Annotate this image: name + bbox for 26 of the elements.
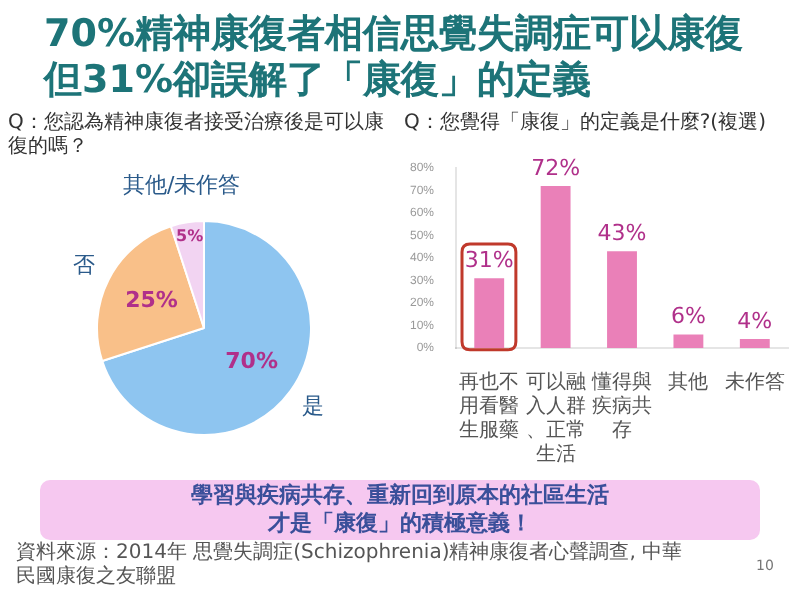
- x-tick-label: 未作答: [724, 369, 785, 394]
- data-label: 25%: [125, 287, 178, 313]
- data-label: 72%: [531, 154, 581, 181]
- x-tick-label: 懂得與疾病共存: [590, 369, 653, 442]
- chart-title: 70%精神康復者相信思覺失調症可以康復但31%卻誤解了「康復」的定義: [44, 12, 745, 104]
- data-label: 5%: [176, 227, 204, 246]
- chart-subtitle: Q：您覺得「康復」的定義是什麼?(複選): [404, 112, 768, 136]
- data-label: 43%: [597, 219, 647, 246]
- bar: [540, 186, 571, 348]
- bar: [474, 278, 505, 348]
- slice-label: 否: [72, 252, 95, 279]
- bar: [673, 334, 704, 348]
- text: 學習與疾病共存、重新回到原本的社區生活才是「康復」的積極意義！: [189, 482, 611, 538]
- data-label: 70%: [225, 348, 278, 375]
- data-label: 31%: [464, 246, 514, 273]
- x-tick-label: 其他: [668, 369, 709, 394]
- bar: [607, 251, 637, 348]
- x-tick-label: 再也不用看醫生服藥: [459, 369, 520, 442]
- slice-label: 是: [302, 393, 325, 420]
- data-label: 4%: [737, 307, 773, 334]
- data-label: 6%: [670, 303, 706, 330]
- chart-subtitle: Q：您認為精神康復者接受治療後是可以康復的嗎？: [8, 112, 386, 160]
- bar: [739, 339, 770, 348]
- x-tick-label: 可以融入人群、正常生活: [525, 369, 586, 466]
- slice-label: 其他/未作答: [122, 172, 241, 199]
- source-note: 資料來源：2014年 思覺失調症(Schizophrenia)精神康復者心聲調查, 中華民國康復之友聯盟: [16, 542, 685, 590]
